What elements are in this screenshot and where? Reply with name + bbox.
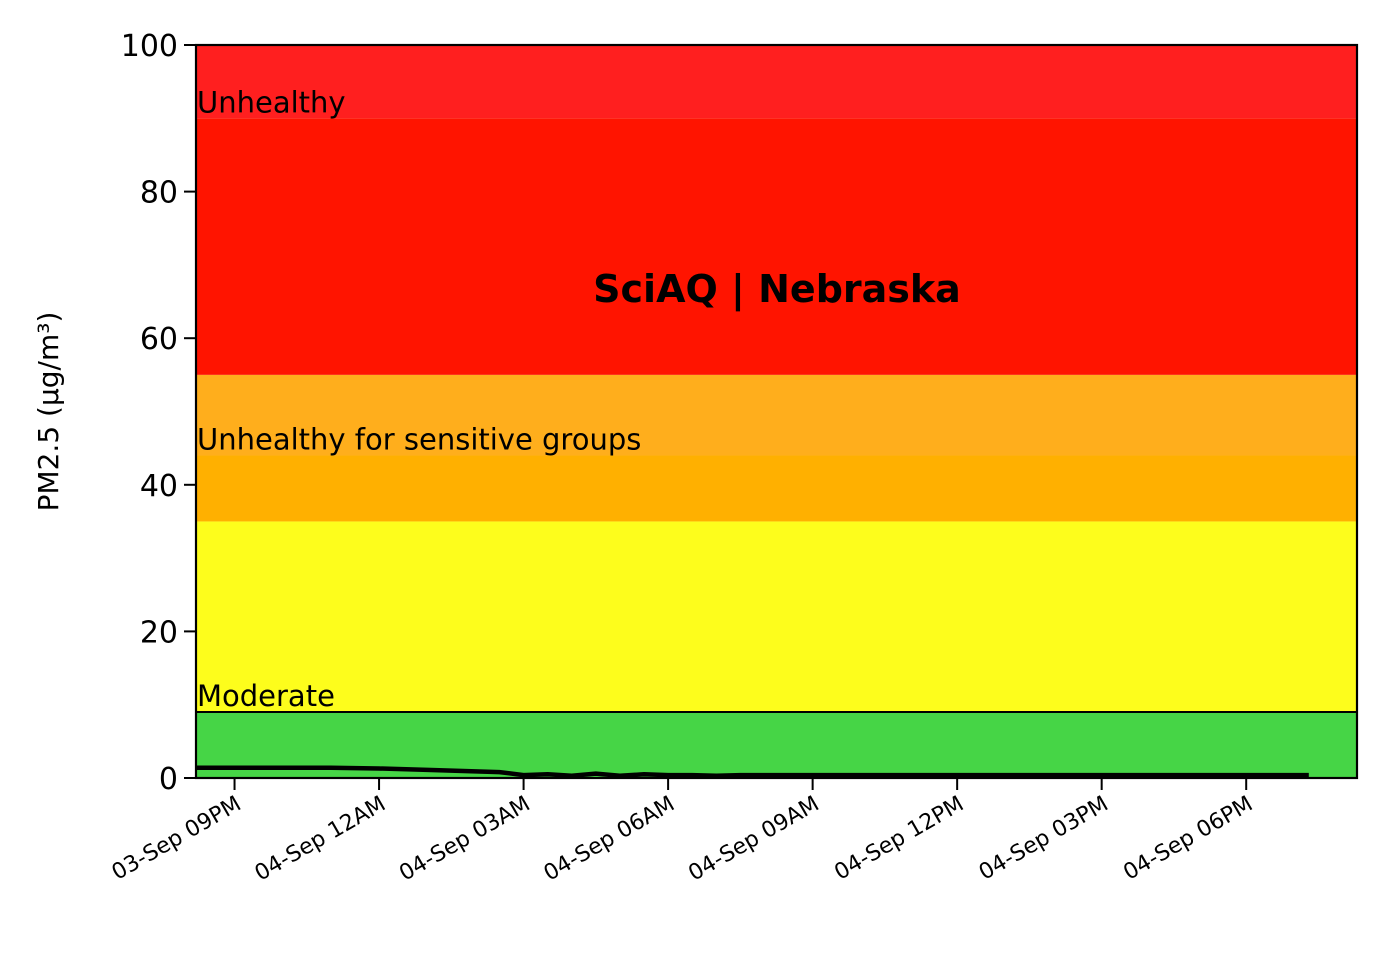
x-tick-label-4: 04-Sep 09AM: [684, 792, 823, 887]
aqi-bands: [196, 45, 1357, 778]
band-label-2: Unhealthy for sensitive groups: [197, 422, 641, 456]
y-tick-label-2: 40: [140, 469, 178, 504]
y-axis-label: PM2.5 (µg/m³): [32, 312, 65, 512]
y-tick-label-0: 0: [159, 762, 178, 797]
chart-title: SciAQ | Nebraska: [593, 267, 961, 312]
y-tick-label-4: 80: [140, 176, 178, 211]
band-label-4: Unhealthy: [197, 85, 346, 119]
y-tick-label-5: 100: [121, 29, 178, 64]
pm25-series-line: [196, 765, 1309, 779]
x-tick-label-2: 04-Sep 03AM: [395, 792, 534, 887]
x-tick-label-0: 03-Sep 09PM: [108, 792, 246, 886]
band-labels: Moderate Unhealthy for sensitive groups Un…: [197, 85, 641, 713]
plot-frame: [194, 43, 1359, 780]
band-5: [196, 45, 1357, 119]
x-axis-ticks: 03-Sep 09PM 04-Sep 12AM 04-Sep 03AM 04-Sep …: [108, 778, 1257, 886]
x-tick-label-6: 04-Sep 03PM: [975, 792, 1113, 886]
band-3: [196, 374, 1357, 456]
x-tick-label-7: 04-Sep 06PM: [1119, 792, 1257, 886]
x-tick-label-5: 04-Sep 12PM: [830, 792, 968, 886]
y-tick-label-1: 20: [140, 615, 178, 650]
band-4: [196, 118, 1357, 375]
band-1: [196, 521, 1357, 713]
y-axis-ticks: 0 20 40 60 80 100: [121, 29, 196, 797]
x-tick-label-1: 04-Sep 12AM: [251, 792, 390, 887]
x-tick-label-3: 04-Sep 06AM: [540, 792, 679, 887]
band-2: [196, 455, 1357, 522]
y-tick-label-3: 60: [140, 322, 178, 357]
band-label-0: Moderate: [197, 679, 335, 713]
